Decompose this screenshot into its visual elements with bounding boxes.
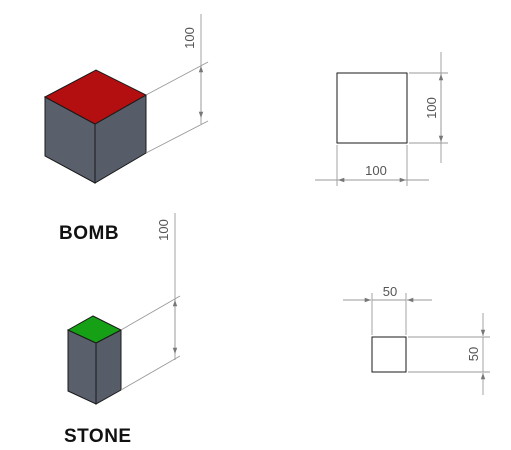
- bomb-extension-line-top: [145, 61, 209, 96]
- stone-extension-line-top: [120, 295, 181, 331]
- bomb-isometric-height-dimension: [145, 14, 209, 154]
- stone-extension-line-bottom: [120, 355, 181, 391]
- bomb-height-dimension-text: 100: [182, 27, 197, 49]
- bomb-front-dimensions: [315, 52, 448, 186]
- stone-front-square: [371, 336, 407, 373]
- stone-isometric-view: [66, 315, 123, 405]
- stone-isometric-height-dimension: [120, 213, 181, 391]
- stone-height-dimension-text: 100: [156, 219, 171, 241]
- stone-front-dimensions: [343, 293, 490, 395]
- bomb-front-view: [336, 72, 408, 144]
- bomb-extension-line-bottom: [145, 120, 209, 154]
- bomb-front-height-text: 100: [424, 97, 439, 119]
- bomb-isometric-view: [43, 69, 148, 184]
- stone-front-view: [371, 336, 407, 373]
- bomb-front-square: [336, 72, 408, 144]
- stone-front-height-text: 50: [466, 347, 481, 361]
- stone-front-width-text: 50: [383, 284, 397, 299]
- bomb-front-width-text: 100: [365, 163, 387, 178]
- stone-label: STONE: [64, 426, 132, 447]
- bomb-label: BOMB: [59, 223, 120, 244]
